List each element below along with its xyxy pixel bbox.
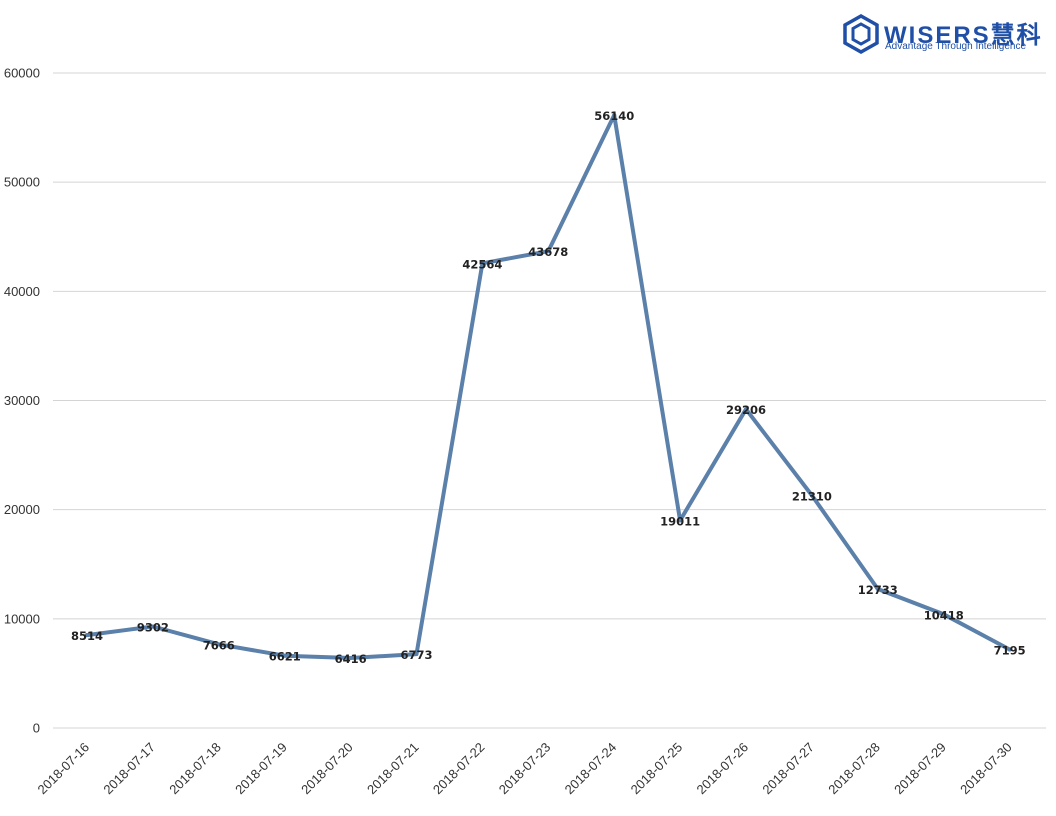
data-point <box>678 518 683 523</box>
y-axis: 0 10000 20000 30000 40000 50000 60000 <box>4 66 40 736</box>
data-point <box>875 586 880 591</box>
x-tick-label: 2018-07-16 <box>34 740 92 798</box>
x-tick-label: 2018-07-25 <box>628 740 686 798</box>
y-tick-label: 30000 <box>4 393 40 408</box>
data-point <box>85 633 89 638</box>
data-point <box>348 655 353 660</box>
data-label: 8514 <box>71 629 103 643</box>
data-point <box>1007 647 1012 652</box>
data-label: 29206 <box>726 403 766 417</box>
data-label: 10418 <box>924 608 964 622</box>
data-point <box>546 249 551 254</box>
x-tick-label: 2018-07-28 <box>825 740 883 798</box>
x-tick-label: 2018-07-26 <box>693 740 751 798</box>
data-label: 6621 <box>269 650 301 664</box>
series-line <box>85 113 1012 660</box>
data-point <box>612 113 617 118</box>
data-label: 42564 <box>462 257 502 271</box>
x-tick-label: 2018-07-19 <box>232 740 290 798</box>
y-tick-label: 10000 <box>4 611 40 626</box>
y-tick-label: 20000 <box>4 502 40 517</box>
x-tick-label: 2018-07-17 <box>100 740 158 798</box>
grid-lines <box>53 72 1046 729</box>
x-tick-label: 2018-07-18 <box>166 740 224 798</box>
data-label: 56140 <box>594 109 634 123</box>
data-label: 9302 <box>137 620 169 634</box>
x-tick-label: 2018-07-21 <box>364 740 422 798</box>
data-label: 7195 <box>994 643 1026 657</box>
logo-tagline: Advantage Through Intelligence <box>885 41 1027 52</box>
x-tick-label: 2018-07-27 <box>759 740 817 798</box>
data-label: 19011 <box>660 514 700 528</box>
data-point <box>941 612 946 617</box>
data-point <box>480 261 485 266</box>
data-point <box>809 493 814 498</box>
y-tick-label: 50000 <box>4 175 40 190</box>
y-tick-label: 40000 <box>4 284 40 299</box>
x-tick-label: 2018-07-24 <box>562 740 620 798</box>
data-labels: 8514 9302 7666 6621 6416 6773 42564 43678 56140 1… <box>71 109 1026 666</box>
hexagon-logo-icon <box>843 14 879 54</box>
data-label: 6773 <box>400 648 432 662</box>
data-label: 43678 <box>528 245 568 259</box>
series-layer <box>85 113 1012 660</box>
x-tick-label: 2018-07-20 <box>298 740 356 798</box>
x-tick-label: 2018-07-30 <box>957 740 1015 798</box>
data-point <box>744 407 748 412</box>
data-label: 7666 <box>203 638 235 652</box>
data-point <box>216 642 221 647</box>
data-label: 21310 <box>792 489 832 503</box>
data-point <box>150 624 155 629</box>
x-tick-label: 2018-07-22 <box>430 740 488 798</box>
y-tick-label: 60000 <box>4 66 40 81</box>
x-axis: 2018-07-16 2018-07-17 2018-07-18 2018-07-19… <box>34 740 1014 798</box>
data-label: 12733 <box>858 583 898 597</box>
logo-wordmark: WISERS慧科 <box>884 22 1043 49</box>
wisers-logo: WISERS慧科 Advantage Through Intelligence <box>842 14 1042 56</box>
data-point <box>414 652 419 657</box>
x-tick-label: 2018-07-23 <box>496 740 554 798</box>
data-label: 6416 <box>335 652 367 666</box>
y-tick-label: 0 <box>33 721 40 736</box>
x-tick-label: 2018-07-29 <box>891 740 949 798</box>
data-point <box>282 653 287 658</box>
